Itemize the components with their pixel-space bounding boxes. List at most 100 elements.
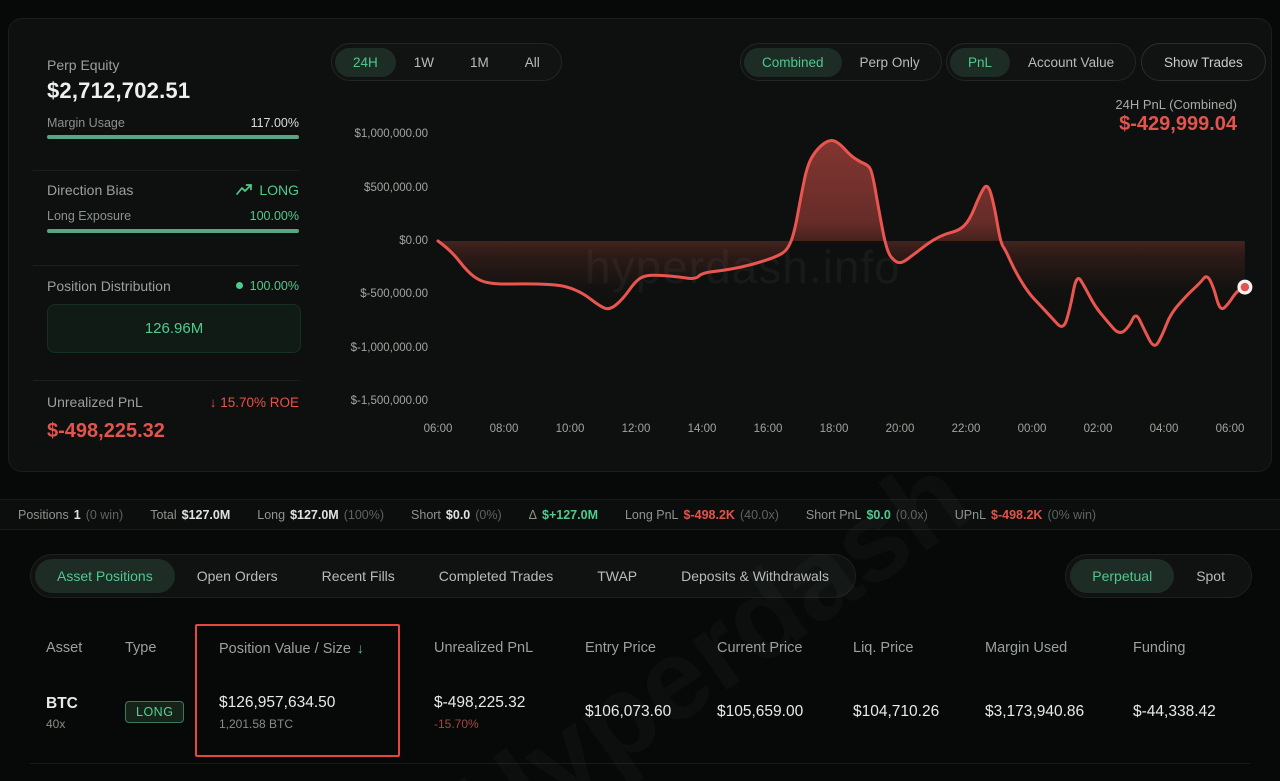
position-distribution-pct: 100.00% — [249, 279, 299, 293]
bottom-divider — [30, 763, 1250, 764]
margin-usage-bar — [47, 135, 299, 139]
unrealized-pnl-value: $-498,225.32 — [47, 420, 165, 442]
last-point-marker-dot — [1240, 282, 1250, 292]
column-header-margin-used[interactable]: Margin Used — [985, 640, 1067, 656]
tab-recent-fills[interactable]: Recent Fills — [321, 568, 395, 584]
mode-tab-group: Combined Perp Only — [740, 43, 942, 81]
margin-usage-label: Margin Usage — [47, 116, 125, 130]
y-axis-tick-label: $500,000.00 — [364, 181, 428, 194]
funding-cell: $-44,338.42 — [1133, 703, 1216, 720]
pnl-summary-label: 24H PnL (Combined) — [1115, 97, 1237, 112]
stat-label: Long PnL — [624, 507, 679, 522]
stat-value: $+127.0M — [542, 507, 598, 522]
stat-extra: (40.0x) — [739, 507, 779, 522]
tab-asset-positions[interactable]: Asset Positions — [35, 559, 175, 593]
stat-: Δ $+127.0M — [529, 508, 598, 522]
tab-twap[interactable]: TWAP — [597, 568, 638, 584]
y-axis-tick-label: $-500,000.00 — [360, 288, 428, 301]
metric-tab-account-value[interactable]: Account Value — [1028, 54, 1115, 70]
arrow-down-icon: ↓ — [209, 394, 221, 410]
x-axis-tick-label: 06:00 — [1215, 423, 1245, 435]
liq-price-cell: $104,710.26 — [853, 703, 940, 720]
stat-extra: (0% win) — [1047, 507, 1097, 522]
margin-usage-value: 117.00% — [250, 116, 299, 130]
current-price-cell: $105,659.00 — [717, 703, 804, 720]
market-tab-perpetual[interactable]: Perpetual — [1070, 559, 1175, 593]
stat-label: Long — [257, 507, 286, 522]
show-trades-label: Show Trades — [1164, 54, 1243, 70]
long-exposure-bar — [47, 229, 299, 233]
range-tab-24h[interactable]: 24H — [335, 47, 396, 77]
x-axis-tick-label: 22:00 — [951, 423, 981, 435]
perp-equity-label: Perp Equity — [47, 57, 120, 73]
y-axis-tick-label: $-1,500,000.00 — [350, 395, 428, 408]
market-tab-group: Perpetual Spot — [1065, 554, 1252, 598]
unrealized-pnl-label: Unrealized PnL — [47, 394, 143, 410]
column-header-type[interactable]: Type — [125, 640, 156, 656]
column-header-label: Liq. Price — [853, 640, 914, 656]
direction-bias-label: Direction Bias — [47, 182, 134, 198]
metric-tab-group: PnL Account Value — [946, 43, 1137, 81]
stat-value: 1 — [73, 507, 81, 522]
column-header-asset[interactable]: Asset — [46, 640, 82, 656]
column-header-label: Entry Price — [585, 640, 656, 656]
stat-value: $-498.2K — [683, 507, 735, 522]
divider — [33, 170, 299, 171]
long-exposure-value: 100.00% — [249, 209, 299, 223]
stat-extra: (0%) — [475, 507, 502, 522]
unrealized-pnl-roe: 15.70% ROE — [220, 394, 299, 410]
stat-label: Positions — [18, 507, 69, 522]
position-size: 1,201.58 BTC — [219, 717, 294, 731]
stat-label: Short — [411, 507, 441, 522]
tab-deposits-withdrawals[interactable]: Deposits & Withdrawals — [681, 568, 829, 584]
x-axis-tick-label: 16:00 — [753, 423, 783, 435]
column-header-label: Type — [125, 640, 157, 656]
x-axis-tick-label: 14:00 — [687, 423, 717, 435]
x-axis-tick-label: 04:00 — [1149, 423, 1179, 435]
margin-used-cell: $3,173,940.86 — [985, 703, 1085, 720]
stat-extra: (0.0x) — [895, 507, 928, 522]
pnl-area-fill — [438, 140, 1245, 346]
asset-leverage: 40x — [46, 717, 66, 731]
stat-label: Total — [150, 507, 177, 522]
long-exposure-label: Long Exposure — [47, 209, 132, 223]
stat-extra: (0 win) — [85, 507, 124, 522]
table-watermark: Hyperdash — [430, 429, 993, 781]
range-tab-group: 24H 1W 1M All — [331, 43, 562, 81]
tab-completed-trades[interactable]: Completed Trades — [438, 568, 554, 584]
stat-long: Long $127.0M (100%) — [257, 508, 384, 522]
pnl-chart[interactable] — [330, 110, 1260, 440]
metric-tab-pnl[interactable]: PnL — [950, 47, 1011, 77]
green-dot-icon — [235, 282, 243, 289]
column-header-current-price[interactable]: Current Price — [717, 640, 802, 656]
mode-tab-perp-only[interactable]: Perp Only — [859, 54, 920, 70]
tab-open-orders[interactable]: Open Orders — [196, 568, 278, 584]
column-header-entry-price[interactable]: Entry Price — [585, 640, 656, 656]
column-header-position-value-size[interactable]: Position Value / Size ↓ — [219, 640, 364, 657]
range-tab-all[interactable]: All — [524, 54, 540, 70]
column-header-liq-price[interactable]: Liq. Price — [853, 640, 913, 656]
column-header-funding[interactable]: Funding — [1133, 640, 1185, 656]
column-header-label: Unrealized PnL — [434, 640, 534, 656]
range-tab-1m[interactable]: 1M — [470, 54, 489, 70]
stat-long-pnl: Long PnL $-498.2K (40.0x) — [625, 508, 779, 522]
x-axis-tick-label: 02:00 — [1083, 423, 1113, 435]
x-axis-tick-label: 06:00 — [423, 423, 453, 435]
stat-short-pnl: Short PnL $0.0 (0.0x) — [806, 508, 928, 522]
mode-tab-combined[interactable]: Combined — [744, 47, 842, 77]
stat-value: $0.0 — [445, 507, 471, 522]
range-tab-1w[interactable]: 1W — [413, 54, 435, 70]
pnl-line — [436, 138, 1247, 347]
market-tab-spot[interactable]: Spot — [1196, 568, 1225, 584]
stat-value: $0.0 — [866, 507, 891, 522]
show-trades-button[interactable]: Show Trades — [1141, 43, 1266, 81]
position-value: $126,957,634.50 — [219, 694, 336, 711]
position-distribution-value: 126.96M — [144, 320, 204, 337]
x-axis-tick-label: 12:00 — [621, 423, 651, 435]
x-axis-tick-label: 00:00 — [1017, 423, 1047, 435]
pnl-summary-value: $-429,999.04 — [1119, 113, 1237, 135]
x-axis-tick-label: 10:00 — [555, 423, 585, 435]
side-badge: LONG — [125, 701, 185, 723]
stat-label: UPnL — [954, 507, 987, 522]
column-header-unrealized-pnl[interactable]: Unrealized PnL — [434, 640, 533, 656]
